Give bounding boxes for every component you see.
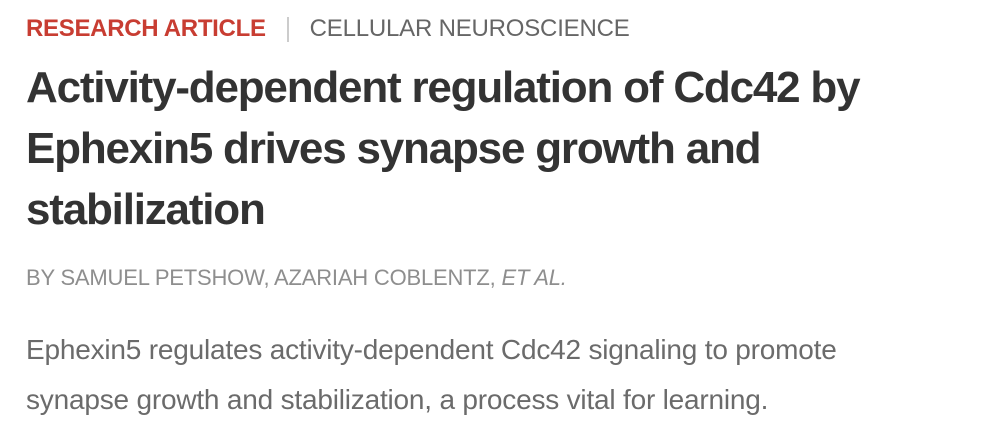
byline-etal: ET AL. <box>501 265 567 290</box>
kicker-divider <box>286 16 289 42</box>
article-title-line-2: Ephexin5 drives synapse growth and <box>26 124 762 173</box>
byline-authors: BY SAMUEL PETSHOW, AZARIAH COBLENTZ, <box>26 265 502 290</box>
article-title-line-3: stabilization <box>26 185 266 234</box>
article-teaser: Ephexin5 regulates activity-dependent Cd… <box>26 325 974 425</box>
article-type-label: RESEARCH ARTICLE <box>26 15 266 42</box>
teaser-line-1: Ephexin5 regulates activity-dependent Cd… <box>26 334 837 365</box>
article-title: Activity-dependent regulation of Cdc42 b… <box>26 57 974 240</box>
teaser-line-2: synapse growth and stabilization, a proc… <box>26 384 769 415</box>
kicker-row: RESEARCH ARTICLE CELLULAR NEUROSCIENCE <box>26 15 974 43</box>
article-title-line-1: Activity-dependent regulation of Cdc42 b… <box>26 63 861 112</box>
section-label: CELLULAR NEUROSCIENCE <box>309 15 630 42</box>
byline: BY SAMUEL PETSHOW, AZARIAH COBLENTZ, ET … <box>26 263 974 293</box>
